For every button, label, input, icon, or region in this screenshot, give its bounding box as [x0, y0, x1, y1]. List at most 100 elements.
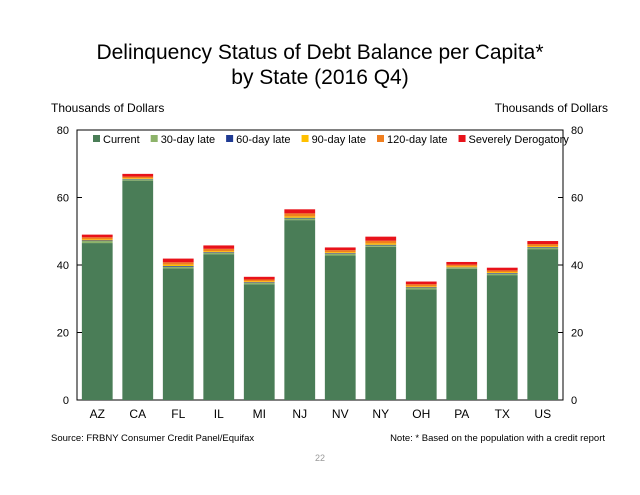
- bar-segment-nj-severely-derogatory: [284, 209, 316, 214]
- bar-segment-az-30-day-late: [81, 241, 113, 244]
- y-tick-label-right: 20: [571, 328, 583, 340]
- x-tick-label: NV: [332, 407, 349, 421]
- bar-segment-az-90-day-late: [81, 239, 113, 241]
- bar-segment-oh-current: [405, 289, 437, 400]
- legend-label: Severely Derogatory: [469, 134, 570, 146]
- bar-segment-az-120-day-late: [81, 237, 113, 240]
- bar-segment-us-90-day-late: [527, 246, 559, 248]
- y-tick-label-left: 80: [57, 125, 69, 137]
- bar-segment-tx-severely-derogatory: [486, 267, 518, 271]
- bar-segment-fl-30-day-late: [162, 266, 194, 269]
- bar-segment-oh-60-day-late: [405, 287, 437, 288]
- bar-segment-pa-30-day-late: [446, 267, 478, 269]
- bar-segment-ny-90-day-late: [365, 243, 397, 245]
- bar-segment-mi-90-day-late: [243, 281, 275, 283]
- x-tick-label: PA: [454, 407, 469, 421]
- legend-label: Current: [103, 134, 140, 146]
- legend-swatch: [226, 135, 234, 142]
- chart-title-line1: Delinquency Status of Debt Balance per C…: [96, 41, 544, 64]
- y-tick-label-left: 0: [63, 395, 69, 407]
- bar-segment-nv-120-day-late: [324, 250, 356, 253]
- bar-segment-nv-severely-derogatory: [324, 247, 356, 251]
- bar-segment-ca-30-day-late: [122, 179, 154, 181]
- bar-segment-fl-90-day-late: [162, 264, 194, 267]
- bar-segment-pa-120-day-late: [446, 264, 478, 267]
- bar-segment-il-severely-derogatory: [203, 245, 235, 249]
- x-tick-label: FL: [171, 407, 185, 421]
- bars-group: [81, 173, 559, 400]
- bar-segment-us-30-day-late: [527, 247, 559, 250]
- bar-segment-az-current: [81, 243, 113, 400]
- y-tick-label-right: 0: [571, 395, 577, 407]
- bar-segment-il-90-day-late: [203, 251, 235, 253]
- bar-segment-fl-severely-derogatory: [162, 258, 194, 263]
- x-tick-label: IL: [214, 407, 224, 421]
- x-tick-label: NJ: [292, 407, 307, 421]
- bar-segment-us-60-day-late: [527, 247, 559, 248]
- x-tick-label: NY: [372, 407, 389, 421]
- y-axis-title-right: Thousands of Dollars: [494, 101, 608, 115]
- bar-segment-tx-90-day-late: [486, 272, 518, 274]
- bar-segment-ca-90-day-late: [122, 178, 154, 179]
- bar-segment-us-120-day-late: [527, 244, 559, 247]
- x-tick-label: US: [534, 407, 551, 421]
- bar-segment-mi-current: [243, 284, 275, 400]
- bar-segment-ny-severely-derogatory: [365, 236, 397, 241]
- bar-segment-nj-30-day-late: [284, 218, 316, 221]
- bar-segment-mi-120-day-late: [243, 279, 275, 282]
- y-tick-label-right: 80: [571, 125, 583, 137]
- bar-segment-us-severely-derogatory: [527, 241, 559, 245]
- legend-swatch: [458, 135, 466, 142]
- legend-swatch: [377, 135, 384, 142]
- bar-segment-tx-current: [486, 275, 518, 400]
- axes-group: 0 0 20 20 40 40 60 60 80 80 AZ CA FL IL MI NJ NV NY OH PA TX…: [57, 125, 584, 421]
- bar-segment-nj-120-day-late: [284, 213, 316, 217]
- bar-segment-oh-120-day-late: [405, 284, 437, 287]
- legend-label: 120-day late: [387, 134, 448, 146]
- bar-segment-mi-30-day-late: [243, 282, 275, 285]
- bar-segment-fl-120-day-late: [162, 262, 194, 265]
- bar-segment-nj-current: [284, 220, 316, 400]
- legend-label: 90-day late: [312, 134, 366, 146]
- y-tick-label-left: 20: [57, 328, 69, 340]
- bar-segment-ca-current: [122, 180, 154, 400]
- bar-segment-us-current: [527, 249, 559, 400]
- bar-segment-pa-severely-derogatory: [446, 261, 478, 265]
- bar-segment-ny-60-day-late: [365, 244, 397, 246]
- bar-segment-oh-30-day-late: [405, 287, 437, 290]
- bar-segment-fl-current: [162, 268, 194, 400]
- legend-label: 60-day late: [236, 134, 290, 146]
- bar-segment-il-120-day-late: [203, 248, 235, 252]
- x-tick-label: OH: [412, 407, 430, 421]
- legend-swatch: [301, 135, 309, 142]
- bar-segment-il-30-day-late: [203, 252, 235, 255]
- bar-segment-oh-90-day-late: [405, 286, 437, 288]
- y-tick-label-left: 40: [57, 260, 69, 272]
- bar-segment-ny-120-day-late: [365, 240, 397, 244]
- legend-swatch: [150, 135, 158, 142]
- bar-segment-nj-90-day-late: [284, 216, 316, 218]
- bar-segment-nv-60-day-late: [324, 253, 356, 254]
- bar-segment-nv-current: [324, 255, 356, 400]
- bar-segment-az-severely-derogatory: [81, 234, 113, 238]
- bar-segment-tx-30-day-late: [486, 273, 518, 276]
- bar-segment-mi-60-day-late: [243, 282, 275, 283]
- bar-segment-fl-60-day-late: [162, 266, 194, 267]
- x-tick-label: TX: [495, 407, 510, 421]
- chart-title-line2: by State (2016 Q4): [231, 66, 409, 89]
- y-tick-label-right: 60: [571, 193, 583, 205]
- bar-segment-ca-120-day-late: [122, 176, 154, 179]
- legend-swatch: [93, 135, 100, 142]
- y-tick-label-left: 60: [57, 193, 69, 205]
- bar-segment-ca-severely-derogatory: [122, 173, 154, 177]
- bar-segment-ny-30-day-late: [365, 245, 397, 247]
- bar-segment-ny-current: [365, 246, 397, 400]
- page-number: 22: [314, 453, 325, 463]
- x-tick-label: AZ: [90, 407, 105, 421]
- legend-label: 30-day late: [161, 134, 215, 146]
- bar-segment-nv-90-day-late: [324, 252, 356, 254]
- population-note: Note: * Based on the population with a c…: [390, 433, 605, 444]
- chart-title: Delinquency Status of Debt Balance per C…: [0, 40, 640, 90]
- bar-segment-oh-severely-derogatory: [405, 281, 437, 285]
